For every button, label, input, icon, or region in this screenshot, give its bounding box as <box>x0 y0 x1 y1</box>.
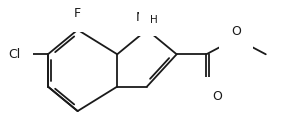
Text: O: O <box>212 90 222 103</box>
Text: F: F <box>74 7 81 20</box>
Text: H: H <box>150 15 158 25</box>
Text: O: O <box>231 25 241 38</box>
Text: Cl: Cl <box>8 48 20 61</box>
Text: N: N <box>136 11 145 24</box>
